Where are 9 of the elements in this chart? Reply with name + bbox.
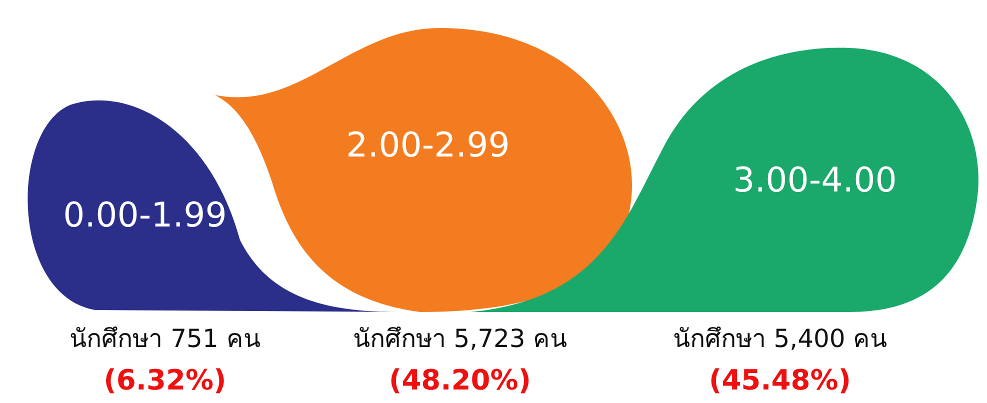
category-label: 3.00-4.00	[733, 160, 897, 200]
data-label: นักศึกษา 5,723 คน	[352, 324, 568, 353]
data-label: นักศึกษา 751 คน	[70, 324, 260, 353]
category-label: 2.00-2.99	[346, 125, 510, 166]
data-label: นักศึกษา 5,400 คน	[672, 324, 888, 353]
category-label: 0.00-1.99	[63, 195, 227, 236]
data-label: (6.32%)	[104, 364, 226, 397]
data-label: (48.20%)	[388, 364, 532, 397]
data-label: (45.48%)	[708, 364, 852, 397]
